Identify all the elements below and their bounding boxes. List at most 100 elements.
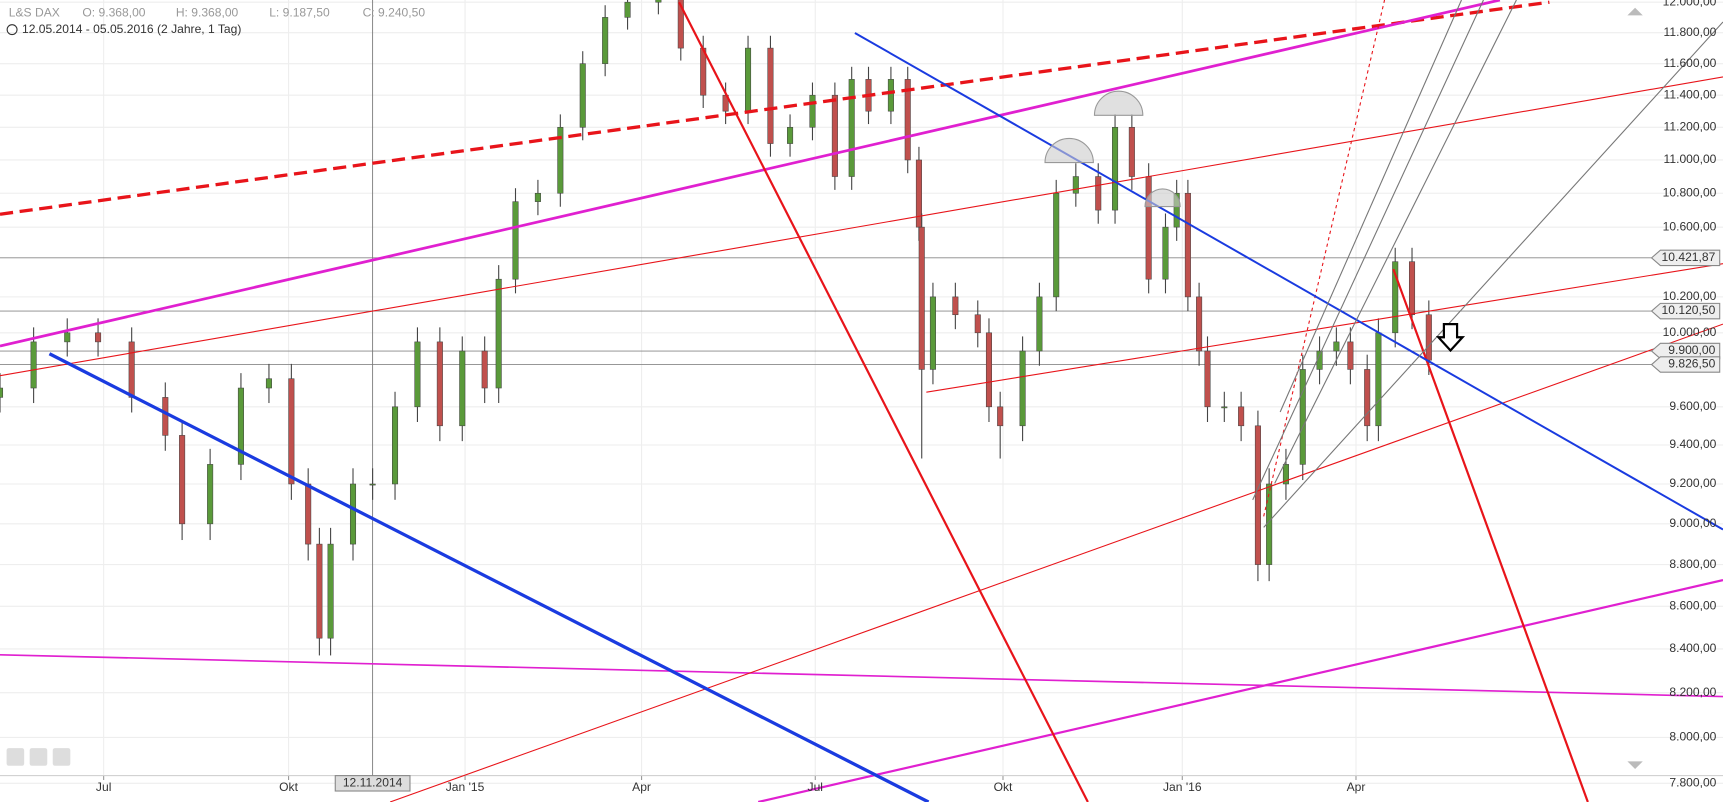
trendline — [1279, 0, 1462, 413]
candle-body — [481, 350, 488, 389]
y-tick-label: 10.800,00 — [1663, 185, 1717, 199]
candle-body — [677, 0, 684, 49]
price-tag — [1650, 356, 1721, 373]
candle-body — [316, 543, 323, 639]
arc-marker — [1144, 188, 1181, 208]
x-tick-label: Apr — [632, 780, 651, 794]
price-label: 9.900,00 — [1668, 343, 1715, 357]
ohlc-close: C: 9.240,50 — [363, 5, 426, 19]
x-tick-label: Jul — [808, 780, 823, 794]
y-tick-label: 11.400,00 — [1664, 87, 1717, 101]
x-tick-label: Jan '16 — [1163, 780, 1202, 794]
candle-body — [349, 483, 357, 545]
toolbar[interactable] — [6, 7, 1643, 770]
candle-body — [985, 332, 992, 408]
candle-body — [602, 17, 609, 64]
candle-body — [745, 47, 752, 112]
candle-body — [179, 435, 186, 525]
candle-body — [1072, 176, 1079, 194]
trendline — [1252, 0, 1484, 501]
candle-body — [1392, 261, 1399, 334]
ohlc-low: L: 9.187,50 — [269, 5, 330, 19]
candle-body — [64, 332, 71, 343]
candle-body — [655, 0, 662, 3]
candle-body — [809, 94, 816, 128]
candle-body — [1162, 226, 1169, 280]
y-tick-label: 10.000,00 — [1663, 325, 1717, 339]
price-label: 10.120,50 — [1662, 303, 1716, 317]
candle-body — [887, 79, 894, 112]
candle-body — [1299, 369, 1306, 465]
candle-body — [512, 201, 519, 280]
scroll-down[interactable] — [1627, 761, 1643, 770]
y-tick-label: 9.000,00 — [1669, 516, 1716, 530]
candle-body — [767, 47, 774, 144]
candle-body — [831, 94, 838, 177]
arc-marker — [1093, 90, 1144, 116]
price-label: 10.421,87 — [1662, 250, 1716, 264]
y-tick-label: 10.600,00 — [1663, 219, 1717, 233]
price-label: 9.826,50 — [1668, 357, 1715, 371]
trendline — [1392, 268, 1589, 802]
header: L&S DAX O: 9.368,00 H: 9.368,00 L: 9.187… — [6, 5, 426, 36]
x-tick-label: Okt — [279, 780, 298, 794]
clock-icon — [6, 24, 18, 36]
crosshair-tag — [334, 775, 411, 792]
candle-body — [1347, 341, 1354, 370]
scroll-up[interactable] — [1627, 7, 1643, 16]
trendline — [926, 263, 1723, 393]
candle-body — [0, 387, 4, 398]
candle-body — [237, 387, 244, 465]
candle-body — [929, 296, 936, 370]
candle-body — [1266, 483, 1273, 565]
trendline — [0, 0, 1501, 348]
candle-body — [288, 378, 295, 485]
chart-title: L&S DAX — [9, 5, 60, 19]
y-tick-label: 10.200,00 — [1663, 289, 1717, 303]
ohlc-high: H: 9.368,00 — [176, 5, 239, 19]
candle-body — [904, 79, 911, 161]
y-tick-label: 9.600,00 — [1669, 399, 1716, 413]
candle-body — [128, 341, 135, 398]
y-tick-label: 8.200,00 — [1669, 685, 1716, 699]
candle-body — [1408, 261, 1416, 316]
crosshair-label: 12.11.2014 — [343, 776, 403, 790]
candle-body — [1254, 425, 1261, 565]
x-tick-label: Jan '15 — [446, 780, 485, 794]
candle-body — [95, 332, 102, 343]
candle-body — [414, 341, 421, 408]
trendline — [48, 352, 930, 802]
candle-body — [1196, 296, 1203, 352]
x-tick-label: Jul — [96, 780, 111, 794]
candle-body — [1128, 127, 1135, 177]
candle-body — [1333, 341, 1340, 352]
y-tick-label: 11.800,00 — [1664, 25, 1717, 39]
menu-button[interactable] — [52, 748, 71, 766]
trendline — [854, 32, 1723, 531]
candle-body — [1221, 406, 1228, 409]
down-arrow — [1435, 322, 1466, 353]
y-tick-label: 8.600,00 — [1669, 598, 1716, 612]
y-tick-label: 11.000,00 — [1664, 152, 1717, 166]
download-button[interactable] — [29, 748, 48, 766]
trendline — [1274, 0, 1517, 484]
x-tick-label: Apr — [1347, 780, 1366, 794]
y-tick-label: 8.800,00 — [1669, 557, 1716, 571]
candle-body — [436, 341, 443, 427]
y-tick-label: 11.200,00 — [1664, 119, 1717, 133]
candle-body — [265, 378, 272, 389]
zoom-button[interactable] — [6, 748, 25, 766]
grid — [0, 0, 1723, 784]
candle-body — [207, 464, 214, 525]
candle-body — [1184, 192, 1191, 298]
arc-marker — [1044, 137, 1094, 164]
candle-body — [327, 543, 334, 639]
candle-body — [1145, 176, 1152, 280]
candle-body — [1019, 350, 1026, 427]
trendline — [0, 0, 1550, 216]
candle-body — [369, 483, 376, 486]
price-tag — [1650, 249, 1721, 267]
